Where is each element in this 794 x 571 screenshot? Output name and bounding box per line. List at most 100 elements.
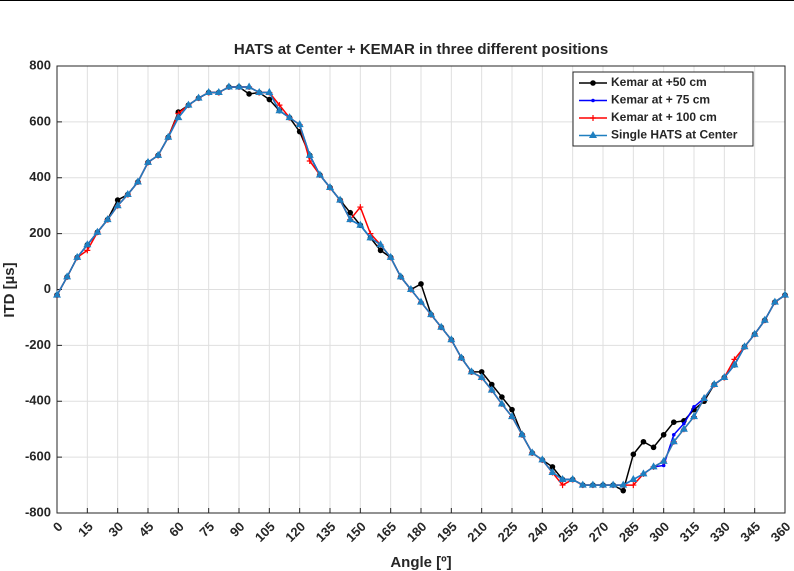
x-tick-label: 225 — [495, 519, 521, 545]
y-tick-label: 200 — [29, 225, 51, 240]
point — [204, 88, 213, 96]
point — [548, 467, 557, 475]
x-tick-label: 90 — [227, 519, 248, 540]
point — [84, 247, 91, 254]
point — [164, 132, 173, 140]
point — [184, 100, 193, 108]
point — [629, 474, 638, 482]
point — [499, 394, 505, 400]
x-tick-label: 15 — [75, 519, 96, 540]
point — [700, 393, 709, 401]
point — [760, 315, 769, 323]
point — [590, 115, 596, 121]
point — [386, 252, 395, 260]
point — [670, 419, 677, 426]
axes-box — [56, 65, 786, 514]
point — [568, 474, 577, 482]
x-tick-label: 285 — [616, 519, 642, 545]
point — [497, 399, 506, 407]
x-tick-label: 30 — [105, 519, 126, 540]
point — [103, 215, 112, 223]
point — [73, 252, 82, 260]
point — [246, 91, 252, 97]
point — [558, 474, 567, 482]
point — [590, 80, 596, 86]
point — [437, 322, 446, 330]
point — [377, 247, 384, 254]
legend-label: Kemar at + 100 cm — [611, 110, 717, 124]
point — [639, 469, 648, 477]
point — [396, 272, 405, 280]
point — [174, 113, 183, 121]
point — [478, 369, 485, 375]
point — [357, 204, 364, 211]
y-axis-label: ITD [µs] — [1, 262, 18, 317]
chart-title: HATS at Center + KEMAR in three differen… — [234, 41, 608, 58]
point — [63, 272, 72, 280]
point — [376, 240, 385, 248]
point — [630, 451, 637, 458]
point — [224, 82, 233, 90]
point — [53, 290, 61, 298]
point — [508, 412, 516, 420]
point — [549, 464, 556, 470]
y-tick-label: 400 — [29, 169, 51, 184]
x-tick-label: 300 — [646, 519, 672, 545]
y-tick-label: -200 — [25, 337, 51, 352]
point — [589, 131, 597, 138]
point — [619, 480, 628, 488]
point — [123, 190, 132, 198]
x-tick-label: 360 — [768, 519, 794, 545]
x-tick-label: 195 — [434, 519, 460, 545]
point — [467, 367, 476, 375]
point — [669, 437, 678, 445]
point — [682, 421, 686, 426]
point — [649, 462, 658, 470]
legend-label: Kemar at + 75 cm — [611, 93, 710, 107]
point — [133, 177, 142, 185]
point — [599, 480, 607, 488]
point — [305, 150, 314, 158]
point — [114, 197, 121, 203]
point — [418, 281, 424, 287]
point — [255, 88, 264, 96]
x-tick-label: 315 — [677, 519, 703, 545]
point — [417, 297, 425, 305]
point — [770, 297, 779, 305]
point — [447, 335, 456, 343]
point — [275, 106, 284, 114]
point — [559, 482, 566, 489]
point — [591, 98, 595, 103]
point — [295, 120, 304, 128]
x-axis-label: Angle [º] — [390, 554, 451, 571]
point — [660, 431, 667, 438]
point — [720, 373, 729, 381]
point — [630, 482, 637, 489]
point — [671, 432, 676, 437]
point — [750, 329, 759, 337]
point — [588, 480, 597, 488]
point — [661, 463, 666, 468]
y-tick-label: 600 — [29, 113, 51, 128]
x-tick-label: 345 — [737, 519, 763, 545]
point — [144, 157, 152, 165]
x-tick-label: 120 — [282, 519, 308, 545]
y-tick-label: -400 — [25, 393, 51, 408]
point — [488, 381, 495, 388]
x-tick-label: 165 — [373, 519, 399, 545]
point — [650, 444, 657, 451]
x-tick-label: 150 — [343, 519, 369, 545]
point — [679, 424, 688, 432]
point — [366, 233, 375, 241]
x-tick-label: 180 — [404, 519, 430, 545]
point — [326, 183, 334, 191]
point — [538, 455, 547, 463]
point — [692, 405, 696, 409]
x-tick-label: 45 — [136, 519, 157, 540]
point — [509, 406, 515, 413]
x-tick-label: 135 — [313, 519, 339, 545]
point — [781, 290, 789, 298]
x-tick-label: 240 — [525, 519, 551, 545]
